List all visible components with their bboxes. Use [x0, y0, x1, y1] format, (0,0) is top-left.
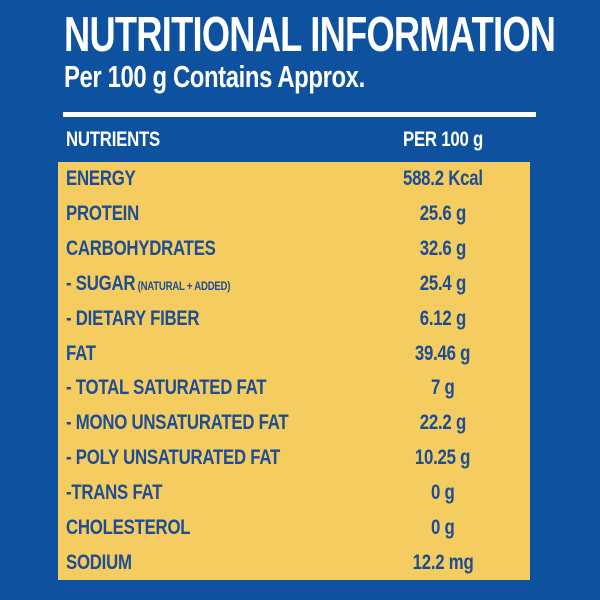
table-row: - SUGAR (NATURAL + ADDED) 25.4 g: [58, 266, 530, 301]
nutrient-value: 32.6 g: [419, 237, 467, 261]
nutrient-label: - DIETARY FIBER: [66, 306, 200, 330]
table-row: - POLY UNSATURATED FAT 10.25 g: [58, 441, 530, 476]
table-row: ENERGY 588.2 Kcal: [58, 162, 530, 197]
nutrient-label: CHOLESTEROL: [66, 515, 191, 539]
nutrition-table-body: ENERGY 588.2 Kcal PROTEIN 25.6 g CARBOHY…: [58, 162, 530, 580]
nutrient-value: 39.46 g: [415, 341, 471, 365]
nutrient-value: 0 g: [431, 480, 455, 504]
page-subtitle: Per 100 g Contains Approx.: [64, 59, 365, 94]
header-divider: [63, 112, 536, 117]
nutrient-label: - POLY UNSATURATED FAT: [66, 446, 281, 470]
table-row: - DIETARY FIBER 6.12 g: [58, 301, 530, 336]
table-header-row: NUTRIENTS PER 100 g: [58, 118, 530, 162]
nutrient-note: (NATURAL + ADDED): [137, 278, 231, 293]
table-row: FAT 39.46 g: [58, 336, 530, 371]
column-header-per-100g: PER 100 g: [356, 128, 530, 152]
nutrient-label: PROTEIN: [66, 202, 139, 226]
table-row: PROTEIN 25.6 g: [58, 197, 530, 232]
nutrient-value: 6.12 g: [419, 306, 467, 330]
table-row: - MONO UNSATURATED FAT 22.2 g: [58, 406, 530, 441]
column-header-per-100g-label: PER 100 g: [402, 128, 483, 151]
table-row: CARBOHYDRATES 32.6 g: [58, 232, 530, 267]
table-row: SODIUM 12.2 mg: [58, 545, 530, 580]
nutrient-label: FAT: [66, 341, 96, 365]
nutrient-label: SODIUM: [66, 550, 132, 574]
nutrient-value: 588.2 Kcal: [403, 167, 483, 191]
nutrient-label: ENERGY: [66, 167, 136, 191]
nutrient-value: 12.2 mg: [412, 550, 474, 574]
table-row: - TOTAL SATURATED FAT 7 g: [58, 371, 530, 406]
nutrient-value: 25.4 g: [419, 271, 467, 295]
table-row: -TRANS FAT 0 g: [58, 475, 530, 510]
nutrient-value: 10.25 g: [415, 446, 471, 470]
nutrient-label: - TOTAL SATURATED FAT: [66, 376, 267, 400]
nutrient-value: 22.2 g: [419, 411, 467, 435]
column-header-nutrients-label: NUTRIENTS: [66, 128, 160, 151]
nutrient-value: 25.6 g: [419, 202, 467, 226]
page-title: NUTRITIONAL INFORMATION: [64, 8, 556, 62]
table-row: CHOLESTEROL 0 g: [58, 510, 530, 545]
nutrient-label: - SUGAR: [66, 271, 136, 295]
nutrient-label: -TRANS FAT: [66, 480, 163, 504]
nutrient-label: - MONO UNSATURATED FAT: [66, 411, 289, 435]
nutrient-value: 7 g: [431, 376, 455, 400]
column-header-nutrients: NUTRIENTS: [58, 128, 356, 152]
nutrient-value: 0 g: [431, 515, 455, 539]
nutrient-label: CARBOHYDRATES: [66, 237, 216, 261]
